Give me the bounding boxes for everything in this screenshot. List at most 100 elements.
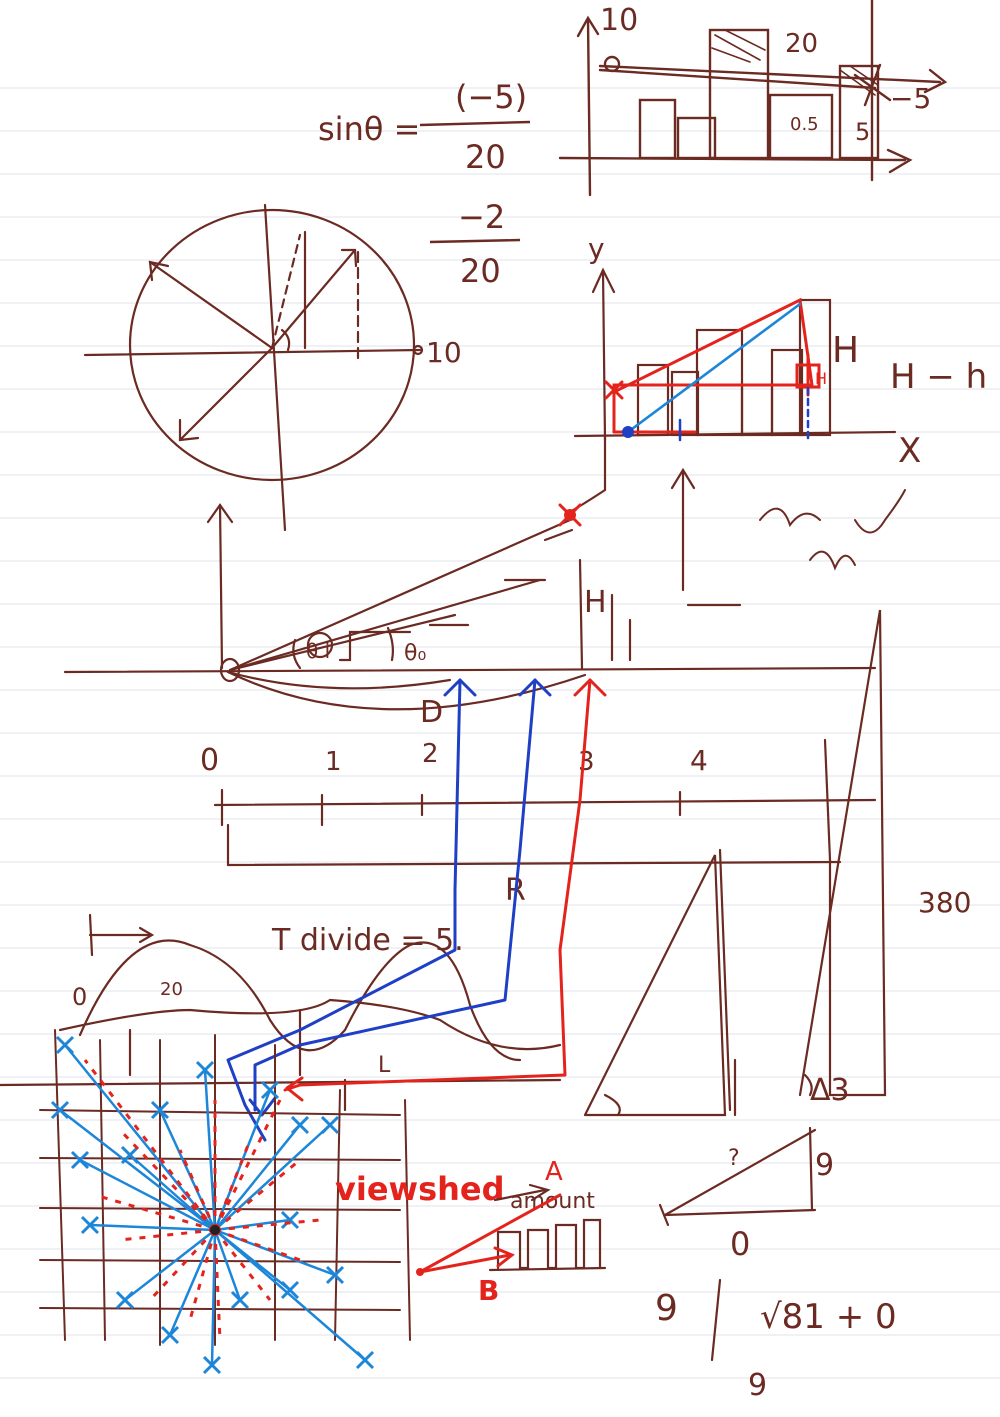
- t-divide-label: T divide = 5.: [271, 923, 464, 958]
- viewshed-ray: [203, 1069, 217, 1231]
- ray-end-mark: [80, 1215, 100, 1235]
- y-axis-label: y: [588, 232, 605, 265]
- sine-numerator: (−5): [455, 78, 527, 116]
- h-label: H: [832, 330, 859, 371]
- viewshed-dashed-ray: [213, 1229, 272, 1301]
- circle-axis-label: 10: [426, 336, 462, 369]
- wave-section: T divide = 5. R 0 20 L: [0, 873, 562, 1112]
- scale-tick-1: 1: [325, 747, 342, 777]
- ray-end-mark: [325, 1265, 345, 1285]
- viewshed-dashed-ray: [118, 1128, 217, 1232]
- viewshed-ray: [124, 1229, 216, 1301]
- ray-end-mark: [260, 1080, 280, 1100]
- viewshed-dashed-ray: [119, 1228, 216, 1242]
- viewshed-ray: [214, 1229, 366, 1361]
- viewshed-ray: [64, 1044, 216, 1231]
- nine-bottom: 9: [748, 1368, 767, 1403]
- viewshed-origin: [210, 1225, 220, 1235]
- top-chart: 10 20 0.5 5 −5: [558, 0, 948, 197]
- zero-label: 0: [72, 983, 87, 1011]
- box-label-20: 20: [785, 29, 818, 59]
- sqrt-expression: √81 + 0: [760, 1297, 897, 1337]
- ray-end-mark: [150, 1100, 170, 1120]
- ray-end-mark: [55, 1035, 75, 1055]
- viewshed-ray: [168, 1229, 217, 1336]
- viewshed-dashed-ray: [188, 1229, 217, 1321]
- delta3-label: Δ3: [810, 1073, 850, 1108]
- viewshed-ray: [214, 1228, 336, 1277]
- fraction-den: 20: [460, 252, 501, 290]
- viewshed-dashed-ray: [214, 1158, 301, 1232]
- y-top-label: 10: [600, 3, 638, 38]
- profile-diagram: θ i θ₀ D H: [63, 503, 877, 730]
- ray-end-mark: [70, 1150, 90, 1170]
- l-label: L: [378, 1053, 391, 1078]
- scale-tick-0: 0: [200, 743, 219, 778]
- viewshed-ray: [210, 1229, 217, 1366]
- h-diff-label: H − h: [890, 357, 987, 397]
- bar-label-05: 0.5: [790, 114, 819, 135]
- right-label: −5: [890, 82, 931, 115]
- viewshed-title: viewshed: [335, 1170, 505, 1208]
- fraction-num: −2: [458, 198, 505, 236]
- ray-end-mark: [230, 1290, 250, 1310]
- x-axis-label: X: [898, 431, 921, 471]
- count-label: 380: [918, 886, 971, 919]
- viewshed-dashed-ray: [214, 1228, 301, 1262]
- bottom-calc: 9 0 ? 9 √81 + 0 9: [655, 1126, 897, 1403]
- nine-left: 9: [655, 1288, 678, 1329]
- scale-tick-3: 3: [578, 747, 595, 777]
- sine-denominator: 20: [465, 138, 506, 176]
- circle-diagram: 10: [83, 203, 462, 532]
- bar-label-5: 5: [855, 118, 870, 146]
- viewshed-ray: [158, 1109, 217, 1231]
- theta0-label: θ₀: [404, 641, 426, 666]
- triangle-q: ?: [728, 1146, 740, 1171]
- viewshed-b-label: B: [478, 1274, 499, 1307]
- ray-end-mark: [50, 1100, 70, 1120]
- viewshed-notes: viewshed amount A B: [335, 1157, 607, 1307]
- viewshed-dashed-ray: [213, 1099, 282, 1231]
- ray-end-mark: [195, 1060, 215, 1080]
- fraction-note: −2 20: [429, 198, 521, 290]
- scale-bar: 0 1 2 3 4: [200, 738, 877, 867]
- viewshed-ray: [214, 1124, 301, 1231]
- twenty-label: 20: [160, 979, 183, 1000]
- arrow-routes: [226, 678, 607, 1142]
- viewshed-a-label: A: [545, 1157, 563, 1187]
- viewshed-ray: [214, 1218, 291, 1232]
- scale-tick-4: 4: [690, 744, 708, 777]
- ray-end-mark: [355, 1350, 375, 1370]
- h-profile-label: H: [584, 585, 607, 620]
- viewshed-ray: [79, 1158, 216, 1232]
- viewshed-dashed-ray: [213, 1139, 252, 1231]
- viewshed-ray: [59, 1109, 216, 1231]
- sine-lhs: sinθ =: [318, 110, 420, 148]
- height-chart: y X H H − h H: [568, 232, 987, 592]
- d-label: D: [420, 695, 443, 730]
- triangle-zero: 0: [730, 1225, 750, 1263]
- viewshed-rays: [50, 1035, 375, 1375]
- viewshed-ray: [213, 1229, 242, 1301]
- right-triangles: 380 Δ3: [583, 609, 971, 1117]
- viewshed-dashed-ray: [178, 1149, 217, 1231]
- h-small-label: H: [815, 369, 827, 388]
- triangle-nine: 9: [815, 1148, 834, 1183]
- ray-end-mark: [320, 1115, 340, 1135]
- ray-end-mark: [160, 1325, 180, 1345]
- viewshed-dashed-ray: [214, 1218, 321, 1232]
- ray-end-mark: [280, 1280, 300, 1300]
- viewshed-grid: [39, 1029, 411, 1346]
- ray-end-mark: [115, 1290, 135, 1310]
- viewshed-ray: [214, 1124, 331, 1231]
- theta-i-label: θ i: [306, 639, 330, 663]
- ray-end-mark: [202, 1355, 222, 1375]
- ray-end-mark: [280, 1210, 300, 1230]
- ruled-lines: [0, 87, 1000, 1379]
- viewshed-dashed-ray: [213, 1229, 222, 1341]
- scale-tick-2: 2: [422, 739, 439, 769]
- viewshed-ray: [89, 1223, 216, 1232]
- sine-formula: sinθ = (−5) 20: [318, 78, 531, 176]
- viewshed-dashed-ray: [148, 1228, 217, 1302]
